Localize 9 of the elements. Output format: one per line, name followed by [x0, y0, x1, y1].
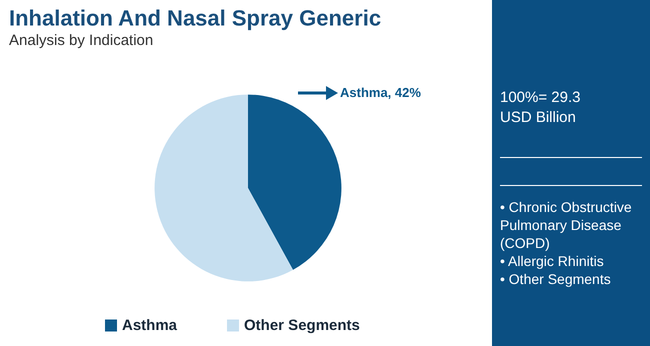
text: • Allergic Rhinitis — [500, 252, 605, 270]
legend-label: Other Segments — [244, 317, 360, 334]
chart-title: Inhalation And Nasal Spray Generic — [9, 6, 382, 30]
text: 100%= 29.3 USD Billion — [500, 88, 582, 128]
chart-subtitle: Analysis by Indication — [9, 32, 154, 49]
data-label: Asthma, 42% — [340, 85, 422, 100]
text: • Chronic Obstructive Pulmonary Disease (COPD) — [500, 198, 633, 252]
text: • Other Segments — [500, 270, 612, 288]
legend-label: Asthma — [122, 317, 178, 334]
